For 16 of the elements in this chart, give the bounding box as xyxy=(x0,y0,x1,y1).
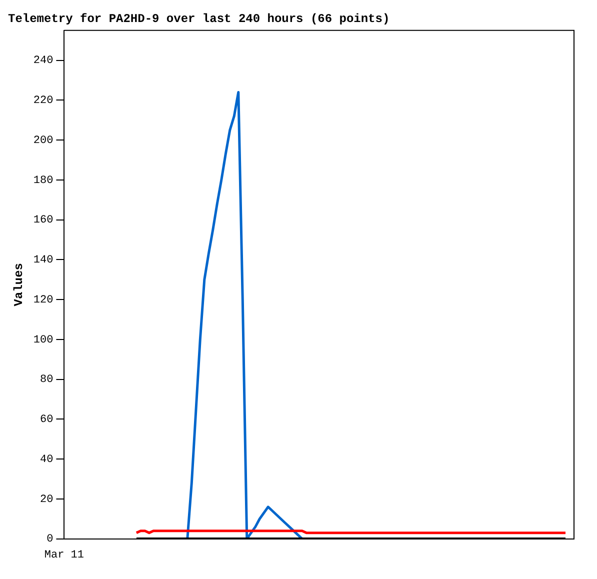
y-tick-label: 180 xyxy=(33,174,54,187)
y-tick-label: 160 xyxy=(33,214,54,227)
y-tick-label: 0 xyxy=(46,534,54,546)
x-tick-label: Mar 11 xyxy=(44,549,84,562)
y-tick-label: 200 xyxy=(33,134,54,147)
y-tick-label: 40 xyxy=(40,454,54,466)
y-tick-label: 20 xyxy=(40,494,54,506)
y-tick-label: 100 xyxy=(33,334,54,346)
y-tick-label: 120 xyxy=(33,294,54,306)
y-tick-label: 80 xyxy=(40,374,54,386)
y-tick-label: 140 xyxy=(33,254,54,267)
y-tick-label: 220 xyxy=(33,95,54,108)
y-tick-label: 60 xyxy=(40,414,54,426)
chart-title: Telemetry for PA2HD-9 over last 240 hours (66 points) xyxy=(8,12,390,26)
y-axis-title: Values xyxy=(12,262,26,306)
y-tick-label: 240 xyxy=(33,55,54,68)
